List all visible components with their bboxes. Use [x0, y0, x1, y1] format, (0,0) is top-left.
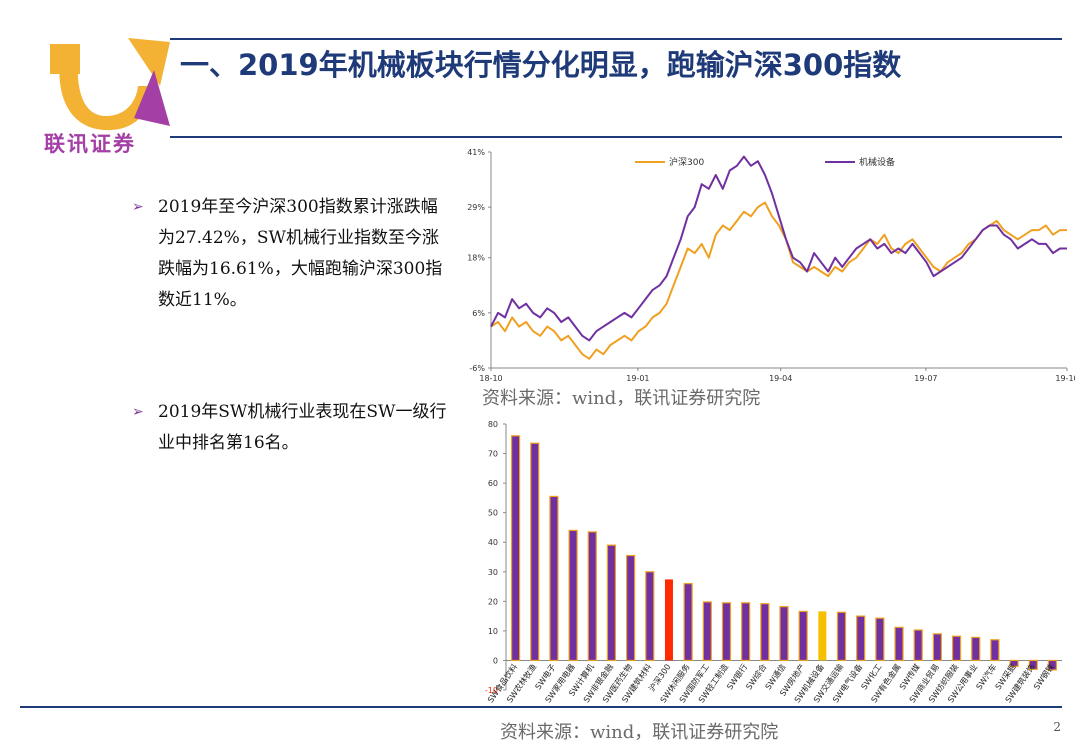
bar-12: [741, 602, 751, 662]
company-logo: [50, 38, 170, 131]
page-number: 2: [1053, 720, 1061, 734]
bullet-arrow-icon: ➢: [132, 404, 144, 420]
bar-4: [587, 531, 597, 662]
y-tick-label: -10: [485, 686, 498, 695]
bar-chart: 80706050403020100-10SW食品饮料SW农林牧渔SW电子SW家用…: [485, 420, 1062, 704]
y-tick-label: -6%: [469, 364, 485, 373]
bar-24: [971, 636, 981, 662]
bar-22: [932, 633, 942, 662]
bar-16: [818, 611, 827, 661]
x-tick-label: 19-01: [626, 374, 649, 383]
bar-2: [549, 495, 559, 662]
bar-28: [1047, 659, 1058, 671]
bar-1: [530, 442, 540, 662]
bar-23: [951, 635, 962, 662]
logo-swoosh-shape: [98, 73, 134, 94]
legend-label: 沪深300: [669, 156, 704, 168]
bar-8: [664, 579, 673, 661]
y-tick-label: 80: [488, 420, 498, 429]
y-tick-label: 0: [493, 656, 498, 665]
series-line-hs300: [490, 201, 1067, 360]
logo-purple-triangle-shape: [134, 70, 170, 126]
bullet-text: 2019年SW机械行业表现在SW一级行业中排名第16名。: [158, 402, 447, 453]
y-tick-label: 20: [488, 597, 498, 606]
bar-20: [894, 626, 904, 662]
x-tick-label: 18-10: [479, 374, 502, 383]
bar-25: [990, 639, 1000, 662]
bar-13: [760, 603, 770, 662]
top-rule: [170, 38, 1062, 40]
x-tick-label: 19-10: [1055, 374, 1075, 383]
bar-3: [568, 529, 578, 662]
bar-26: [1009, 659, 1019, 667]
bar-21: [913, 629, 923, 662]
bar-11: [721, 602, 732, 662]
x-tick-label: 19-04: [769, 374, 792, 383]
title-underline: [170, 136, 1062, 138]
x-tick-label: 19-07: [914, 374, 937, 383]
bar-6: [626, 554, 636, 662]
logo-text: 联讯证券: [44, 132, 136, 156]
bullet-arrow-icon: ➢: [132, 199, 144, 215]
bullet-item: ➢ 2019年至今沪深300指数累计涨跌幅为27.42%，SW机械行业指数至今涨…: [132, 192, 450, 316]
y-tick-label: 18%: [467, 254, 485, 263]
bar-0: [510, 435, 521, 662]
y-tick-label: 70: [488, 450, 498, 459]
y-tick-label: 60: [488, 479, 498, 488]
bar-17: [836, 611, 847, 662]
bottom-rule: [20, 706, 1062, 708]
bullet-text: 2019年至今沪深300指数累计涨跌幅为27.42%，SW机械行业指数至今涨跌幅…: [158, 197, 443, 310]
bar-14: [779, 606, 789, 662]
bar-27: [1028, 659, 1038, 670]
bullet-item: ➢ 2019年SW机械行业表现在SW一级行业中排名第16名。: [132, 397, 450, 459]
y-tick-label: 30: [488, 568, 498, 577]
logo-arc-shape: [59, 60, 155, 131]
page-title: 一、2019年机械板块行情分化明显，跑输沪深300指数: [180, 48, 902, 82]
line-chart-source: 资料来源：wind，联讯证券研究院: [482, 388, 761, 409]
logo-top-triangle-shape: [128, 38, 170, 86]
y-tick-label: 29%: [467, 203, 485, 212]
bar-7: [645, 571, 655, 662]
bar-9: [683, 583, 693, 662]
bar-chart-source: 资料来源：wind，联讯证券研究院: [500, 722, 779, 743]
y-tick-label: 6%: [472, 309, 485, 318]
line-chart: 41% 29% 18% 6% -6%18-10 19-01 19-04 19-07 19-10 沪…: [467, 148, 1075, 383]
bar-10: [702, 601, 712, 662]
y-tick-label: 10: [488, 627, 498, 636]
bar-19: [875, 617, 885, 662]
series-line-machinery: [490, 155, 1067, 342]
y-tick-label: 50: [488, 509, 498, 518]
y-tick-label: 40: [488, 538, 498, 547]
bar-5: [606, 544, 617, 662]
legend-label: 机械设备: [859, 156, 895, 168]
bar-18: [856, 615, 866, 662]
bar-15: [798, 610, 808, 662]
y-tick-label: 41%: [467, 148, 485, 157]
